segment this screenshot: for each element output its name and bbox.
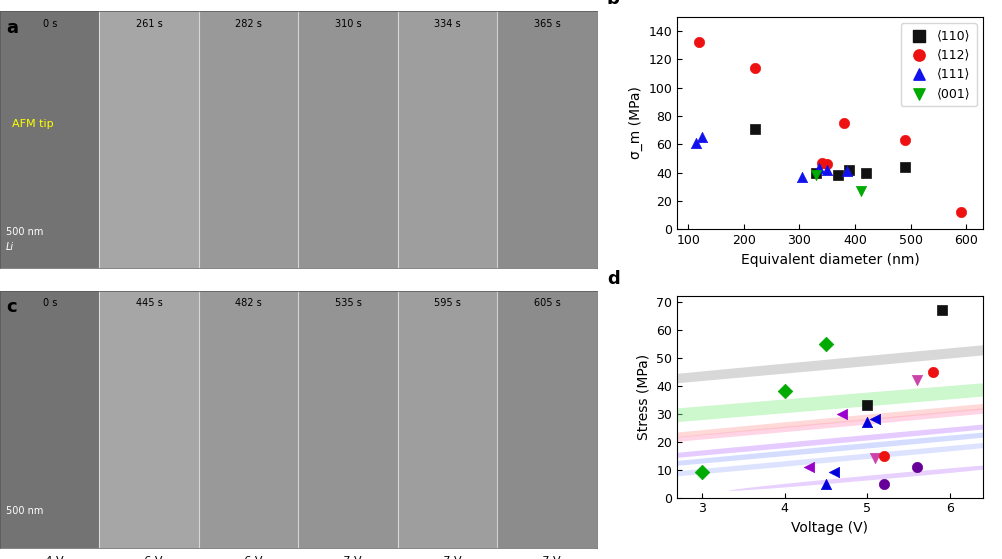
Text: Li: Li xyxy=(6,242,14,252)
Text: b: b xyxy=(606,0,619,8)
Bar xyxy=(398,11,497,268)
Text: −7 V: −7 V xyxy=(433,556,461,559)
Point xyxy=(813,158,829,167)
Text: 261 s: 261 s xyxy=(135,19,162,29)
Bar xyxy=(99,11,198,268)
Point xyxy=(819,159,835,168)
Text: 500 nm: 500 nm xyxy=(6,227,43,237)
Point xyxy=(693,468,709,477)
Text: 500 nm: 500 nm xyxy=(6,506,43,517)
Y-axis label: Stress (MPa): Stress (MPa) xyxy=(636,354,650,440)
Point xyxy=(908,376,924,385)
Ellipse shape xyxy=(483,413,1002,481)
Text: a: a xyxy=(6,19,18,37)
Text: 310 s: 310 s xyxy=(335,19,361,29)
Bar xyxy=(198,291,299,548)
Text: −6 V: −6 V xyxy=(135,556,162,559)
Point xyxy=(801,462,817,471)
Point xyxy=(952,208,968,217)
Point xyxy=(776,387,792,396)
Point xyxy=(826,468,842,477)
Text: 605 s: 605 s xyxy=(533,299,560,309)
Point xyxy=(858,168,874,177)
Text: 334 s: 334 s xyxy=(434,19,461,29)
Bar xyxy=(497,11,596,268)
Text: 0 s: 0 s xyxy=(42,299,57,309)
Point xyxy=(835,119,851,127)
Text: 0 s: 0 s xyxy=(42,19,57,29)
Point xyxy=(896,135,912,144)
Bar xyxy=(497,291,596,548)
Bar xyxy=(398,291,497,548)
Ellipse shape xyxy=(0,337,1002,479)
X-axis label: Equivalent diameter (nm): Equivalent diameter (nm) xyxy=(739,253,919,267)
Ellipse shape xyxy=(370,364,1002,463)
Ellipse shape xyxy=(728,459,1002,491)
Legend: ⟨110⟩, ⟨112⟩, ⟨111⟩, ⟨001⟩: ⟨110⟩, ⟨112⟩, ⟨111⟩, ⟨001⟩ xyxy=(900,23,976,106)
Bar xyxy=(0,11,99,268)
Point xyxy=(746,63,763,72)
Text: d: d xyxy=(606,270,619,288)
Bar xyxy=(99,291,198,548)
Ellipse shape xyxy=(250,297,1002,418)
Text: −7 V: −7 V xyxy=(334,556,362,559)
Text: 445 s: 445 s xyxy=(135,299,162,309)
Text: AFM tip: AFM tip xyxy=(12,119,53,129)
Point xyxy=(867,454,883,463)
Point xyxy=(859,418,875,427)
Ellipse shape xyxy=(420,419,1002,498)
Text: c: c xyxy=(6,299,17,316)
Point xyxy=(867,415,883,424)
Text: −7 V: −7 V xyxy=(533,556,560,559)
Text: 595 s: 595 s xyxy=(434,299,461,309)
Point xyxy=(817,339,833,348)
Point xyxy=(693,132,709,141)
Point xyxy=(819,165,835,174)
Bar xyxy=(0,291,99,548)
Point xyxy=(838,167,854,176)
Text: 482 s: 482 s xyxy=(235,299,262,309)
Point xyxy=(808,168,824,177)
Point xyxy=(830,171,846,180)
Text: −4 V: −4 V xyxy=(36,556,63,559)
Bar xyxy=(299,291,398,548)
Text: 365 s: 365 s xyxy=(533,19,560,29)
Point xyxy=(690,38,706,47)
Point xyxy=(852,187,868,196)
Point xyxy=(875,479,891,488)
Y-axis label: σ_m (MPa): σ_m (MPa) xyxy=(628,87,642,159)
Bar xyxy=(198,11,299,268)
Text: 282 s: 282 s xyxy=(235,19,262,29)
Point xyxy=(896,163,912,172)
Point xyxy=(808,171,824,180)
Point xyxy=(841,165,857,174)
Point xyxy=(810,164,826,173)
Point xyxy=(746,124,763,133)
Ellipse shape xyxy=(457,408,1002,476)
Ellipse shape xyxy=(385,372,1002,467)
Point xyxy=(925,367,941,376)
Point xyxy=(794,172,810,181)
Point xyxy=(817,479,833,488)
Point xyxy=(687,138,703,147)
Point xyxy=(875,451,891,460)
Text: 535 s: 535 s xyxy=(335,299,361,309)
X-axis label: Voltage (V): Voltage (V) xyxy=(791,521,868,535)
Point xyxy=(933,306,949,315)
Point xyxy=(859,401,875,410)
Text: −6 V: −6 V xyxy=(234,556,263,559)
Point xyxy=(908,462,924,471)
Bar xyxy=(299,11,398,268)
Point xyxy=(834,409,850,418)
